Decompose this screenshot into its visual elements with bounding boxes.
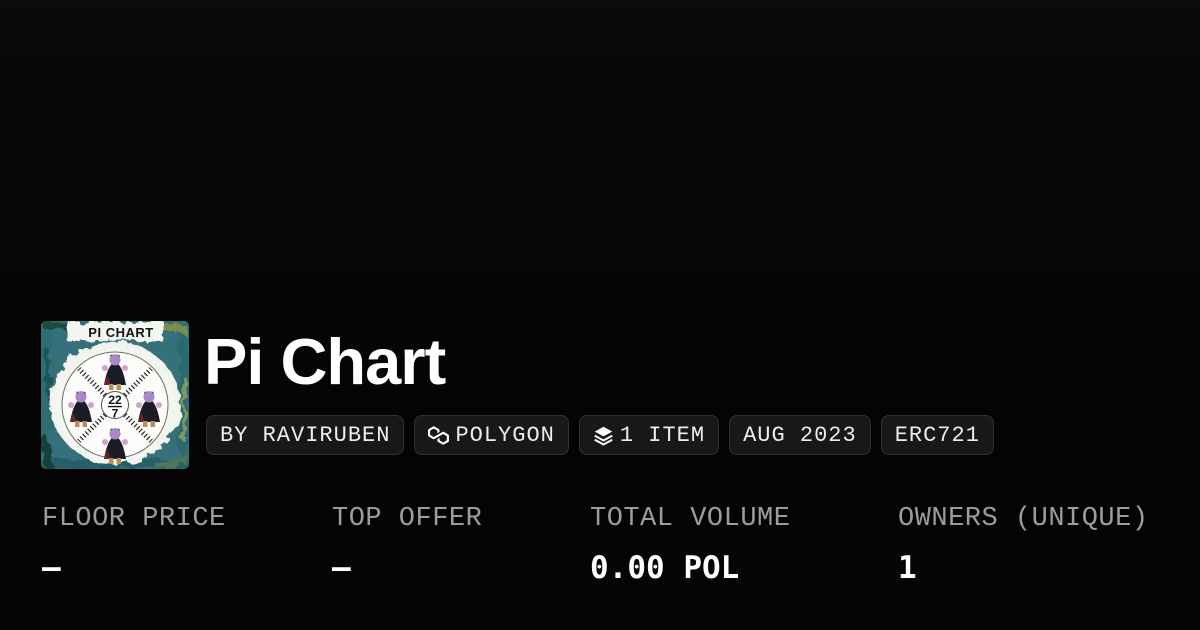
layers-icon — [594, 426, 613, 446]
stats-row: FLOOR PRICE — TOP OFFER — TOTAL VOLUME 0… — [42, 503, 1158, 587]
fraction-numerator: 22 — [108, 393, 122, 407]
stat-label: FLOOR PRICE — [42, 504, 226, 534]
badge-label: 1 ITEM — [619, 422, 706, 448]
pi-chart-artwork: PI CHART 22 7 — [41, 321, 189, 469]
fraction-circle — [101, 391, 129, 419]
badge-row: BY RAVIRUBEN POLYGON 1 ITEM AUG 2023 ERC… — [206, 415, 994, 455]
stat-floor-price: FLOOR PRICE — — [42, 503, 332, 587]
collection-title: Pi Chart — [204, 325, 446, 398]
badge-label: BY RAVIRUBEN — [220, 422, 391, 448]
stat-value: 1 — [898, 550, 917, 586]
badge-label: AUG 2023 — [743, 422, 857, 448]
stat-value: — — [42, 550, 61, 586]
badge-1-item[interactable]: 1 ITEM — [578, 415, 720, 455]
badge-aug-2023[interactable]: AUG 2023 — [729, 415, 871, 455]
stat-label: TOTAL VOLUME — [590, 504, 791, 534]
thumbnail-caption: PI CHART — [88, 325, 153, 340]
stat-total-volume: TOTAL VOLUME 0.00 POL — [590, 503, 898, 587]
stat-value: — — [332, 550, 351, 586]
stat-top-offer: TOP OFFER — — [332, 503, 590, 587]
badge-erc721[interactable]: ERC721 — [880, 415, 994, 455]
stat-owners-unique: OWNERS (UNIQUE) 1 — [898, 503, 1158, 587]
stat-label: OWNERS (UNIQUE) — [898, 504, 1149, 534]
fraction-denominator: 7 — [112, 407, 119, 421]
badge-polygon[interactable]: POLYGON — [414, 415, 569, 455]
badge-label: ERC721 — [894, 422, 980, 448]
pie-dividers — [77, 367, 153, 443]
badge-label: POLYGON — [455, 422, 555, 448]
polygon-chain-icon — [428, 425, 450, 445]
stat-value: 0.00 POL — [590, 550, 740, 586]
collection-thumbnail: PI CHART 22 7 — [41, 321, 189, 469]
stat-label: TOP OFFER — [332, 504, 483, 534]
badge-by-raviruben[interactable]: BY RAVIRUBEN — [206, 415, 405, 455]
